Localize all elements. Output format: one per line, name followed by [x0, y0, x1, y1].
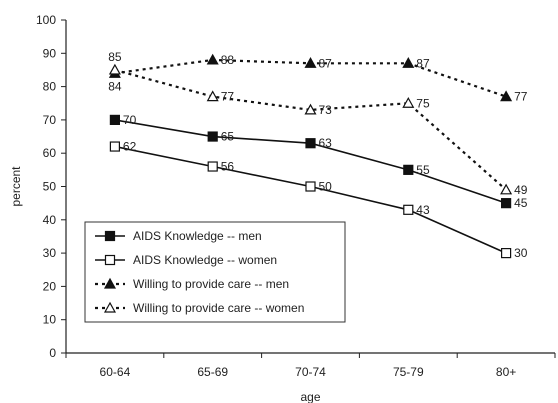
- x-axis-label: age: [300, 390, 320, 403]
- y-tick-label: 40: [43, 213, 57, 227]
- data-label: 50: [319, 180, 333, 194]
- data-point: [109, 141, 121, 152]
- y-tick-label: 60: [43, 146, 57, 160]
- series-layer: [108, 53, 513, 259]
- data-point: [403, 204, 414, 215]
- data-point: [500, 90, 513, 102]
- data-label: 70: [123, 113, 137, 127]
- data-point: [109, 114, 121, 126]
- data-label: 49: [514, 183, 528, 197]
- data-label: 88: [221, 53, 235, 67]
- data-point: [108, 63, 121, 75]
- series-willing-to-provide-care-men: [108, 53, 513, 102]
- x-tick-label: 70-74: [295, 365, 326, 379]
- legend-marker: [104, 230, 116, 242]
- data-label: 87: [416, 56, 430, 70]
- data-point: [304, 103, 317, 115]
- data-label: 87: [319, 56, 333, 70]
- y-tick-label: 0: [49, 346, 56, 360]
- data-point: [207, 131, 218, 142]
- legend-item: Willing to provide care -- women: [95, 301, 304, 315]
- y-tick-label: 70: [43, 113, 57, 127]
- data-point: [305, 181, 316, 192]
- data-label: 77: [221, 90, 235, 104]
- data-point: [403, 164, 414, 175]
- data-label: 85: [108, 50, 122, 64]
- data-label: 75: [416, 96, 430, 110]
- series-aids-knowledge-men: [109, 114, 512, 209]
- legend-box: [84, 221, 346, 323]
- y-tick-label: 50: [43, 180, 57, 194]
- data-point: [207, 161, 218, 172]
- data-label: 84: [108, 79, 122, 93]
- data-point: [305, 138, 316, 149]
- legend-item: Willing to provide care -- men: [95, 277, 289, 291]
- data-labels-layer: 70 65 63 55 45 62 56 50 43 30 84 88 87 87 77 85 77 73 75 49: [108, 50, 528, 260]
- data-label: 62: [123, 140, 137, 154]
- y-tick-label: 30: [43, 246, 57, 260]
- y-tick-label: 20: [43, 279, 57, 293]
- data-point: [304, 57, 317, 68]
- legend-marker: [104, 254, 116, 266]
- data-label: 55: [416, 163, 430, 177]
- legend-item: AIDS Knowledge -- women: [95, 253, 277, 267]
- legend-marker: [103, 301, 117, 313]
- y-tick-label: 80: [43, 80, 57, 94]
- data-point: [501, 198, 512, 209]
- axes: 0 10 20 30 40 50 60 70 80 90 100 60-64 65-69 70-74 75-…: [9, 13, 556, 403]
- data-label: 77: [514, 90, 528, 104]
- y-axis-label: percent: [9, 166, 23, 207]
- x-tick-label: 75-79: [393, 365, 424, 379]
- data-label: 43: [416, 203, 430, 217]
- data-label: 65: [221, 130, 235, 144]
- legend-item: AIDS Knowledge -- men: [95, 229, 262, 243]
- data-point: [500, 183, 513, 195]
- data-label: 56: [221, 160, 235, 174]
- data-label: 63: [319, 136, 333, 150]
- y-tick-label: 100: [36, 13, 56, 27]
- x-tick-label: 80+: [496, 365, 516, 379]
- data-label: 45: [514, 196, 528, 210]
- legend-label: Willing to provide care -- men: [133, 277, 289, 291]
- data-point: [402, 57, 415, 68]
- series-willing-to-provide-care-women: [108, 63, 513, 195]
- data-point: [501, 248, 512, 259]
- x-tick-label: 60-64: [100, 365, 131, 379]
- data-point: [402, 97, 415, 108]
- legend-label: AIDS Knowledge -- women: [133, 253, 277, 267]
- legend-label: Willing to provide care -- women: [133, 301, 304, 315]
- y-tick-label: 90: [43, 46, 57, 60]
- y-tick-label: 10: [43, 313, 57, 327]
- legend-label: AIDS Knowledge -- men: [133, 229, 262, 243]
- data-label: 73: [319, 103, 333, 117]
- data-point: [206, 90, 219, 102]
- data-label: 30: [514, 246, 528, 260]
- legend: AIDS Knowledge -- men AIDS Knowledge -- w…: [84, 221, 346, 323]
- x-tick-label: 65-69: [197, 365, 228, 379]
- legend-marker: [103, 277, 117, 289]
- data-point: [206, 53, 219, 65]
- series-aids-knowledge-women: [109, 141, 512, 259]
